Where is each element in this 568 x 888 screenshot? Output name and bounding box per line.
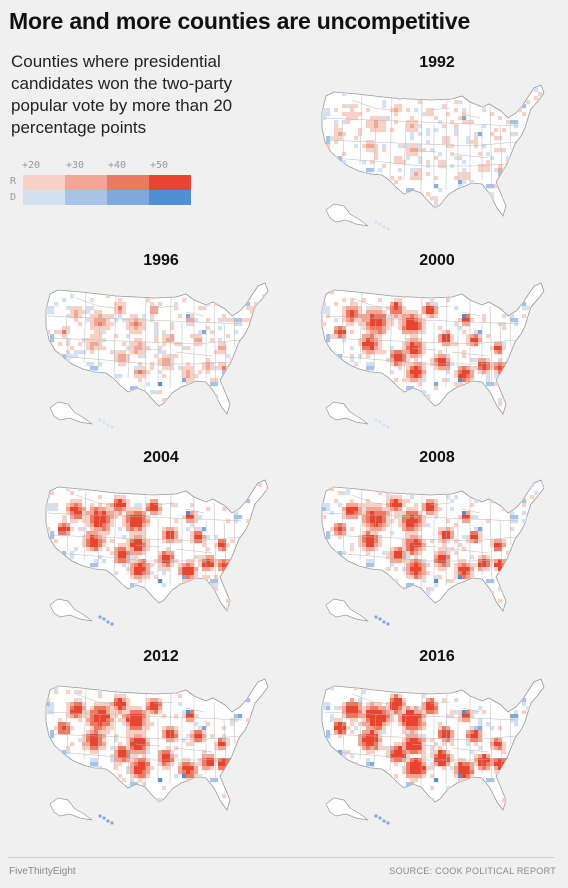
county-cells [46,679,268,810]
map-panel-2000: 2000 [312,252,562,437]
chart-subtitle: Counties where presidential candidates w… [11,52,233,137]
hawaii-island [382,620,386,624]
alaska-shape [49,797,93,821]
alaska-shape [325,797,369,821]
alaska-shape [325,598,369,622]
map-panel-1992: 1992 [312,54,562,239]
legend-swatch-d-50 [149,190,191,205]
hawaii-island [106,423,110,427]
hawaii-island [374,615,378,619]
map-panel-2012: 2012 [36,648,286,833]
map-panel-2004: 2004 [36,449,286,634]
legend-label-r: R [10,176,17,187]
map-year-label: 2004 [143,449,179,466]
hawaii-island [382,423,386,427]
hawaii-island [374,814,378,818]
hawaii-island [98,418,102,422]
us-county-map [321,479,545,626]
hawaii-island [386,622,390,626]
hawaii-island [382,819,386,823]
alaska-shape [49,598,93,622]
brand-credit: FiveThirtyEight [9,866,76,877]
hawaii-island [110,622,114,626]
hawaii-island [110,821,114,825]
legend-tick-40: +40 [108,160,127,171]
map-year-label: 2008 [419,449,455,466]
hawaii-island [102,617,106,621]
hawaii-island [102,420,106,424]
map-panel-2008: 2008 [312,449,562,634]
state-borders [323,292,519,391]
hawaii-island [378,617,382,621]
hawaii-island [98,814,102,818]
hawaii-island [386,821,390,825]
legend-swatch-d-40 [107,190,149,205]
hawaii-island [98,615,102,619]
hawaii-island [106,620,110,624]
map-year-label: 2016 [419,648,455,665]
us-county-map [321,678,545,825]
alaska-shape [325,401,369,425]
us-county-map [45,282,269,429]
map-year-label: 1992 [419,54,455,71]
legend-swatch-r-20 [23,175,65,190]
state-borders [323,489,519,588]
map-panel-1996: 1996 [36,252,286,437]
legend-tick-20: +20 [22,160,41,171]
hawaii-island [378,420,382,424]
legend-swatch-d-30 [65,190,107,205]
hawaii-island [374,418,378,422]
hawaii-island [102,816,106,820]
legend-label-d: D [10,192,17,203]
hawaii-island [386,425,390,429]
state-borders [47,489,243,588]
hawaii-island [378,222,382,226]
hawaii-island [378,816,382,820]
map-panel-2016: 2016 [312,648,562,833]
legend-swatch-d-20 [23,190,65,205]
state-borders [47,688,243,787]
chart-title: More and more counties are uncompetitive [9,8,471,34]
legend-tick-50: +50 [150,160,169,171]
hawaii-island [110,425,114,429]
hawaii-island [382,225,386,229]
alaska-shape [325,203,369,227]
legend-swatch-r-50 [149,175,191,190]
hawaii-island [386,227,390,231]
legend-swatch-r-40 [107,175,149,190]
source-credit: SOURCE: COOK POLITICAL REPORT [389,866,556,876]
state-borders [47,292,243,391]
us-county-map [45,479,269,626]
map-year-label: 2000 [419,252,455,269]
hawaii-island [374,220,378,224]
map-year-label: 1996 [143,252,179,269]
legend-tick-30: +30 [66,160,85,171]
legend-swatch-r-30 [65,175,107,190]
state-borders [323,94,519,193]
state-borders [323,688,519,787]
us-county-map [45,678,269,825]
us-county-map [321,84,545,231]
hawaii-island [106,819,110,823]
footer-divider [8,857,554,858]
map-landmass [45,282,269,415]
alaska-shape [49,401,93,425]
map-year-label: 2012 [143,648,179,665]
us-county-map [321,282,545,429]
